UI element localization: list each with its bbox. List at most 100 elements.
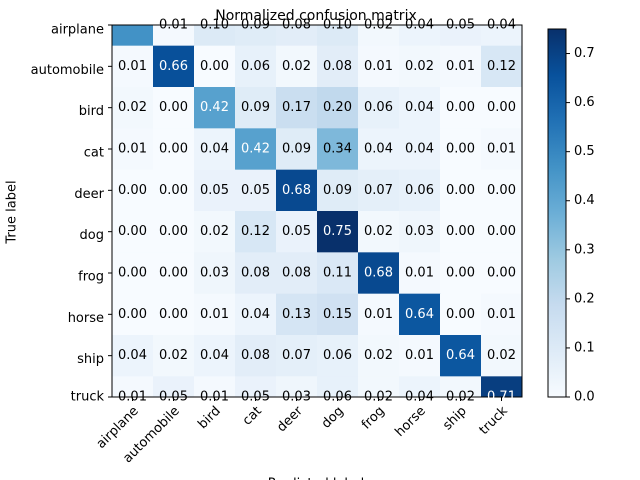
cell-value-label: 0.00	[487, 183, 516, 198]
cell	[235, 169, 277, 212]
cell-value-label: 0.06	[364, 100, 393, 115]
cell-value-label: 0.00	[446, 224, 475, 239]
cell-value-label: 0.00	[487, 224, 516, 239]
cell	[235, 376, 277, 397]
cell	[235, 335, 277, 377]
cell	[358, 169, 400, 212]
y-tick-label: dog	[80, 228, 104, 243]
y-tick-label: horse	[68, 311, 104, 326]
cell	[276, 25, 318, 47]
cell	[153, 293, 195, 336]
cell-value-label: 0.05	[200, 183, 229, 198]
cell-value-label: 0.01	[364, 307, 393, 322]
cell-value-label: 0.42	[200, 100, 229, 115]
cell-value-label: 0.64	[405, 307, 434, 322]
x-tick-label: ship	[440, 404, 470, 434]
colorbar-tick-label: 0.0	[574, 390, 595, 405]
cell	[194, 25, 236, 47]
cell-value-label: 0.04	[405, 100, 434, 115]
cell	[440, 169, 482, 212]
cell-value-label: 0.08	[323, 59, 352, 74]
cell-value-label: 0.34	[323, 142, 352, 157]
cell-value-label: 0.02	[487, 348, 516, 363]
plot-frame	[111, 24, 523, 398]
cell	[276, 45, 318, 88]
cell-value-label: 0.75	[323, 224, 352, 239]
cell-value-label: 0.10	[200, 18, 229, 33]
cell-value-label: 0.00	[159, 142, 188, 157]
cell	[440, 45, 482, 88]
cell-value-label: 0.17	[282, 100, 311, 115]
cell	[399, 252, 441, 295]
cell	[194, 87, 236, 129]
cell	[358, 211, 400, 253]
cell-value-label: 0.09	[282, 142, 311, 157]
cell	[317, 293, 359, 336]
cell-value-label: 0.07	[282, 348, 311, 363]
cell-value-label: 0.00	[446, 183, 475, 198]
cell	[235, 252, 277, 295]
cell-value-label: 0.08	[241, 348, 270, 363]
cell-value-label: 0.06	[405, 183, 434, 198]
y-tick-label: frog	[78, 270, 104, 285]
cell	[194, 252, 236, 295]
cell-value-label: 0.06	[323, 348, 352, 363]
cell-value-label: 0.05	[241, 183, 270, 198]
cell-value-label: 0.07	[364, 183, 393, 198]
colorbar-tick-label: 0.5	[574, 144, 595, 159]
cell-value-label: 0.04	[405, 142, 434, 157]
cell	[399, 335, 441, 377]
cell	[481, 335, 522, 377]
cell	[194, 211, 236, 253]
cell	[276, 293, 318, 336]
y-tick-label: automobile	[31, 63, 104, 78]
cell-value-label: 0.02	[364, 18, 393, 33]
cell	[399, 376, 441, 397]
cell	[317, 45, 359, 88]
x-tick-label: bird	[195, 404, 223, 432]
y-tick-label: ship	[77, 352, 104, 367]
cell-value-label: 0.02	[364, 224, 393, 239]
cell	[399, 293, 441, 336]
cell-value-label: 0.68	[282, 183, 311, 198]
cell	[440, 376, 482, 397]
cell	[153, 25, 195, 47]
cell	[235, 128, 277, 171]
cell-value-label: 0.02	[405, 59, 434, 74]
cell-value-label: 0.01	[364, 59, 393, 74]
cell	[112, 376, 154, 397]
cell	[153, 335, 195, 377]
cell	[153, 252, 195, 295]
cell-value-label: 0.08	[282, 266, 311, 281]
cell	[194, 376, 236, 397]
cell	[276, 128, 318, 171]
cell	[235, 45, 277, 88]
cell	[235, 293, 277, 336]
cell	[276, 335, 318, 377]
y-tick-label: cat	[84, 146, 104, 161]
cell	[481, 293, 522, 336]
cell-value-label: 0.00	[487, 266, 516, 281]
cell	[153, 376, 195, 397]
cell	[112, 45, 154, 88]
cell	[317, 25, 359, 47]
x-axis-label: Predicted label	[268, 477, 365, 480]
cell-value-label: 0.04	[200, 142, 229, 157]
cell-value-label: 0.68	[364, 266, 393, 281]
cell	[399, 45, 441, 88]
cell-value-label: 0.05	[446, 18, 475, 33]
colorbar-tick-label: 0.2	[574, 291, 595, 306]
cell	[194, 293, 236, 336]
cell-value-label: 0.12	[241, 224, 270, 239]
cell-value-label: 0.03	[405, 224, 434, 239]
cell	[358, 293, 400, 336]
cell	[481, 25, 522, 47]
cell-value-label: 0.04	[200, 348, 229, 363]
cell-value-label: 0.42	[241, 142, 270, 157]
cell-value-label: 0.06	[241, 59, 270, 74]
heatmap	[112, 25, 522, 397]
cell-value-label: 0.00	[446, 307, 475, 322]
cell	[481, 376, 522, 397]
cell-value-label: 0.09	[241, 100, 270, 115]
